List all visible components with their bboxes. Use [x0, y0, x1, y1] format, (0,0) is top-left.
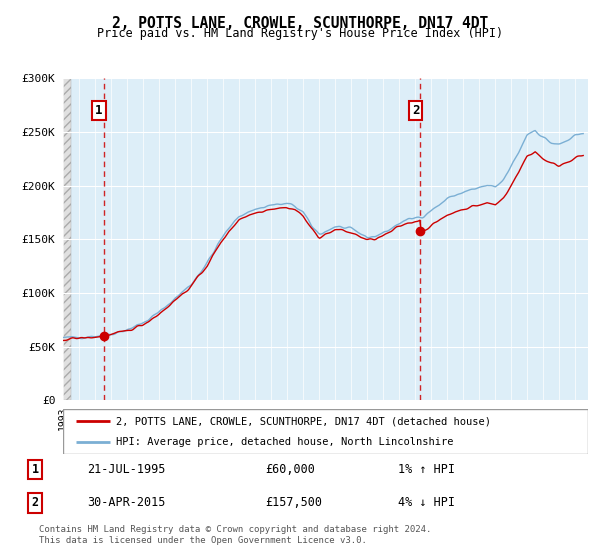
Text: 2, POTTS LANE, CROWLE, SCUNTHORPE, DN17 4DT (detached house): 2, POTTS LANE, CROWLE, SCUNTHORPE, DN17 … [115, 416, 491, 426]
Text: HPI: Average price, detached house, North Lincolnshire: HPI: Average price, detached house, Nort… [115, 437, 453, 447]
Text: 30-APR-2015: 30-APR-2015 [87, 496, 165, 510]
Text: £60,000: £60,000 [265, 463, 316, 476]
Text: £157,500: £157,500 [265, 496, 322, 510]
Text: Price paid vs. HM Land Registry's House Price Index (HPI): Price paid vs. HM Land Registry's House … [97, 27, 503, 40]
Text: 2, POTTS LANE, CROWLE, SCUNTHORPE, DN17 4DT: 2, POTTS LANE, CROWLE, SCUNTHORPE, DN17 … [112, 16, 488, 31]
Text: Contains HM Land Registry data © Crown copyright and database right 2024.
This d: Contains HM Land Registry data © Crown c… [39, 525, 431, 545]
Text: 2: 2 [31, 496, 38, 510]
Text: 1: 1 [95, 104, 103, 117]
Text: 21-JUL-1995: 21-JUL-1995 [87, 463, 165, 476]
Text: 1: 1 [31, 463, 38, 476]
FancyBboxPatch shape [63, 409, 588, 454]
Text: 1% ↑ HPI: 1% ↑ HPI [398, 463, 455, 476]
Text: 4% ↓ HPI: 4% ↓ HPI [398, 496, 455, 510]
Text: 2: 2 [412, 104, 419, 117]
Bar [63, 78, 71, 400]
Bar [63, 78, 71, 400]
